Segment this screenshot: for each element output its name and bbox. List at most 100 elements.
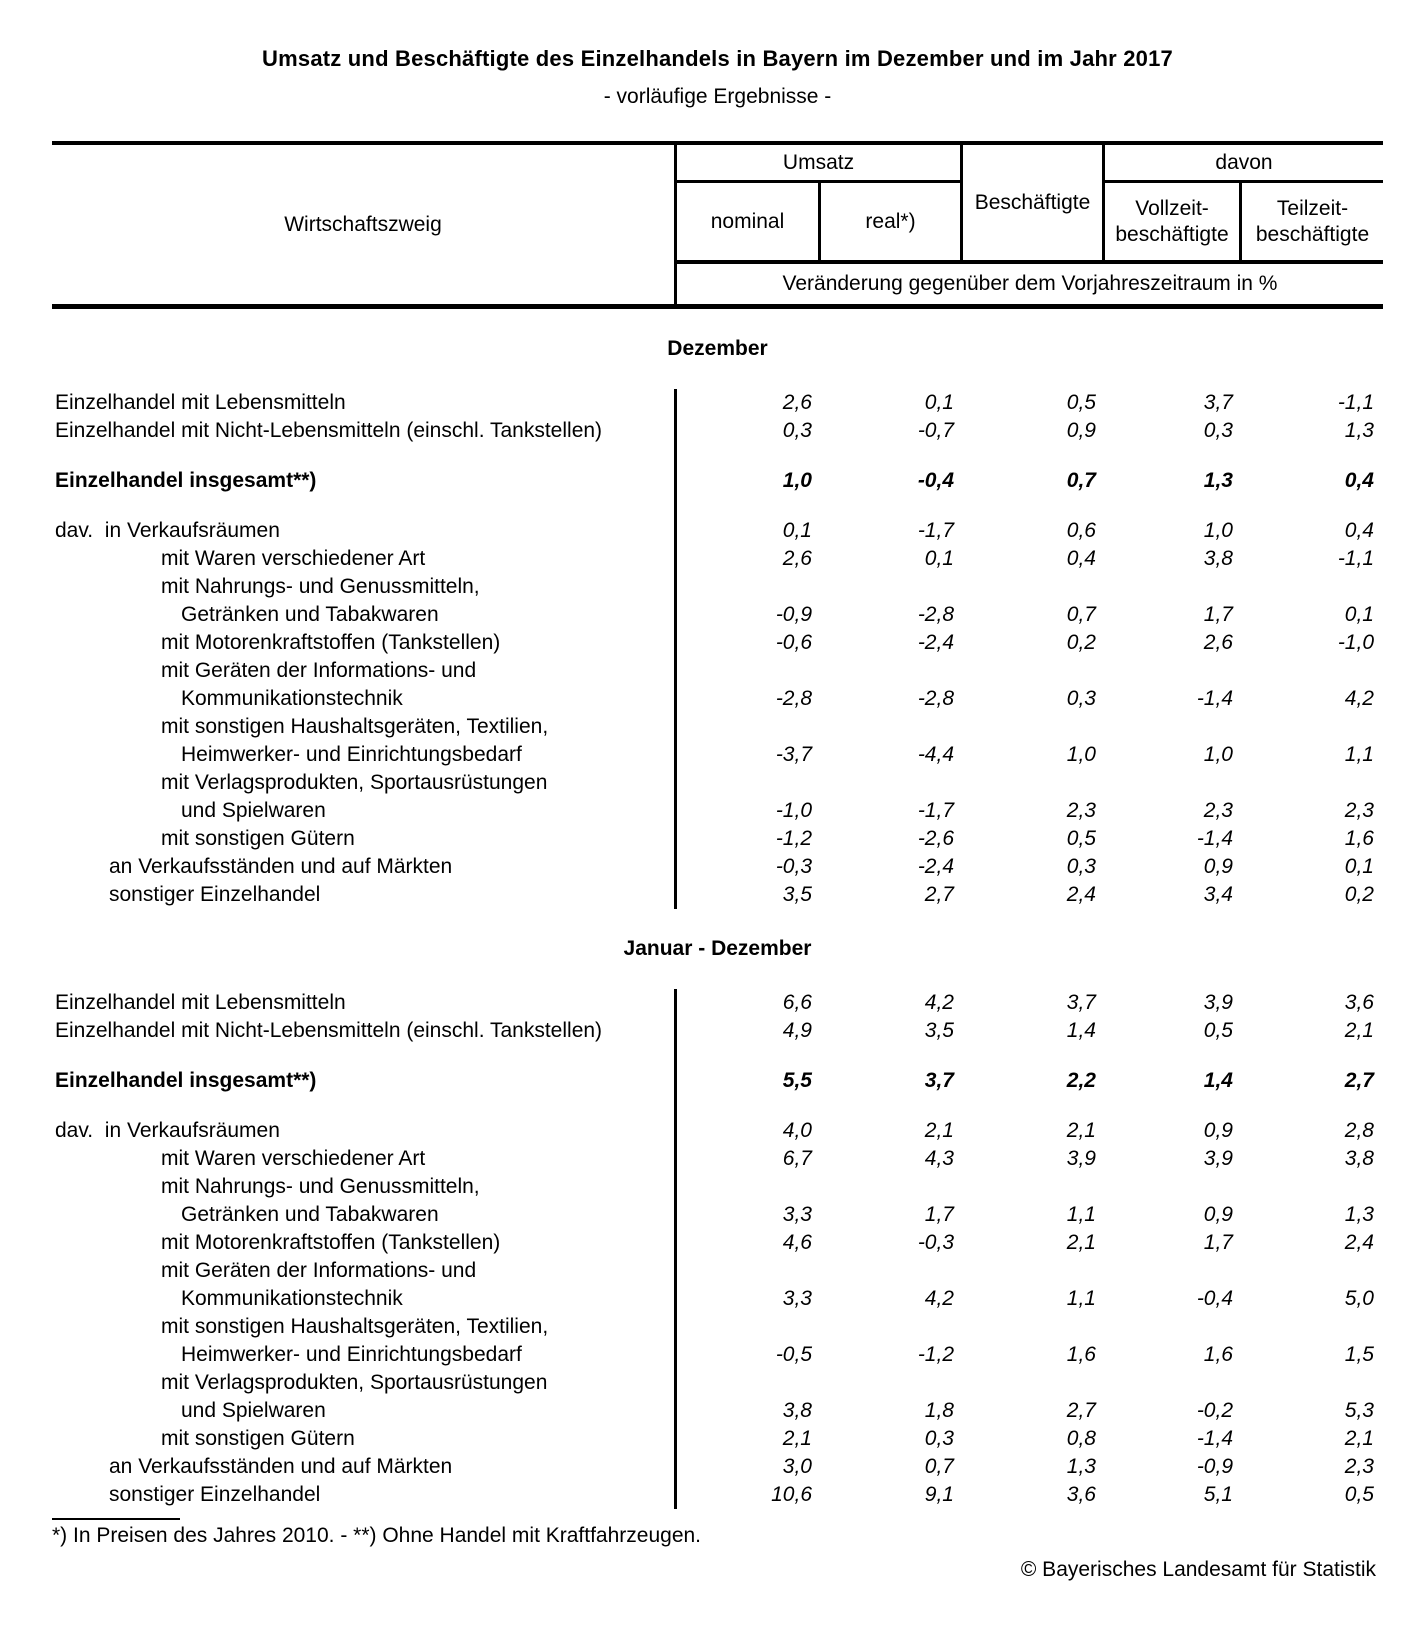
row-label: und Spielwaren — [52, 797, 677, 825]
value-cell: 2,4 — [1344, 1231, 1374, 1254]
value-cell: 4,0 — [782, 1119, 812, 1142]
value-cell — [1105, 1257, 1242, 1285]
value-cell — [821, 573, 963, 601]
table-row: Einzelhandel mit Lebensmitteln 2,6 0,1 0,5 3… — [52, 389, 1383, 417]
value-cell: -0,9 — [1196, 1455, 1233, 1478]
value-cell: 1,4 — [1203, 1069, 1233, 1092]
value-cell — [821, 713, 963, 741]
value-cell — [821, 769, 963, 797]
teilzeit-line1: Teilzeit- — [1276, 196, 1349, 220]
value-cell — [677, 1369, 821, 1397]
value-cell: 0,3 — [1066, 855, 1096, 878]
value-cell: 3,4 — [1203, 883, 1233, 906]
value-cell: 0,7 — [1066, 603, 1096, 626]
value-cell: 4,3 — [924, 1147, 954, 1170]
value-cell: 1,1 — [1066, 1203, 1096, 1226]
value-cell: 0,1 — [924, 547, 954, 570]
footnote-separator — [52, 1518, 180, 1520]
value-cell: 1,7 — [1203, 603, 1233, 626]
value-cell: 1,6 — [1344, 827, 1374, 850]
column-header-real: real*) — [821, 183, 963, 260]
value-cell: 4,6 — [782, 1231, 812, 1254]
value-cell — [1105, 1095, 1242, 1117]
table-row: mit Waren verschiedener Art 6,7 4,3 3,9 3,9 3… — [52, 1145, 1383, 1173]
value-cell: 2,2 — [1066, 1069, 1096, 1092]
row-label: mit sonstigen Gütern — [52, 1425, 677, 1453]
value-cell: -0,4 — [917, 469, 954, 492]
value-cell: 0,1 — [782, 519, 812, 542]
table-row: Einzelhandel mit Nicht-Lebensmitteln (ei… — [52, 417, 1383, 445]
value-cell: 2,7 — [924, 883, 954, 906]
spacer-row — [52, 1045, 1383, 1067]
document-content: Umsatz und Beschäftigte des Einzelhandel… — [52, 46, 1383, 1582]
row-label: mit sonstigen Gütern — [52, 825, 677, 853]
row-label: mit Motorenkraftstoffen (Tankstellen) — [52, 629, 677, 657]
value-cell: -0,2 — [1196, 1399, 1233, 1422]
value-cell: 9,1 — [924, 1483, 954, 1506]
row-label: an Verkaufsständen und auf Märkten — [52, 1453, 677, 1481]
value-cell — [677, 1173, 821, 1201]
value-cell: 0,1 — [1344, 855, 1374, 878]
column-header-teilzeit: Teilzeit- beschäftigte — [1242, 183, 1383, 260]
value-cell: 4,2 — [924, 1287, 954, 1310]
value-cell: -1,2 — [775, 827, 812, 850]
value-cell: 3,5 — [924, 1019, 954, 1042]
value-cell: -1,2 — [917, 1343, 954, 1366]
teilzeit-line2: beschäftigte — [1255, 222, 1370, 246]
row-label: und Spielwaren — [52, 1397, 677, 1425]
value-cell: 2,1 — [1344, 1427, 1374, 1450]
column-header-vollzeit: Vollzeit- beschäftigte — [1105, 183, 1242, 260]
spacer-row — [52, 445, 1383, 467]
value-cell: 1,6 — [1203, 1343, 1233, 1366]
value-cell: 3,9 — [1203, 1147, 1233, 1170]
value-cell: -1,0 — [1337, 631, 1374, 654]
value-cell: -0,5 — [775, 1343, 812, 1366]
value-cell — [963, 1369, 1105, 1397]
table-row: mit sonstigen Gütern -1,2 -2,6 0,5 -1,4 1,6 — [52, 825, 1383, 853]
table-row: Getränken und Tabakwaren -0,9 -2,8 0,7 1,7 0,… — [52, 601, 1383, 629]
value-cell — [677, 1095, 821, 1117]
value-cell: 6,7 — [782, 1147, 812, 1170]
value-cell: 1,3 — [1344, 419, 1374, 442]
value-cell — [821, 1095, 963, 1117]
table-row: mit Verlagsprodukten, Sportausrüstungen — [52, 769, 1383, 797]
document-page: Umsatz und Beschäftigte des Einzelhandel… — [0, 46, 1428, 1582]
column-header-nominal: nominal — [677, 183, 821, 260]
value-cell: -1,1 — [1337, 547, 1374, 570]
row-label: mit Geräten der Informations- und — [52, 657, 677, 685]
value-cell: -2,8 — [775, 687, 812, 710]
value-cell: 0,2 — [1344, 883, 1374, 906]
value-cell — [963, 713, 1105, 741]
value-cell: 3,9 — [1203, 991, 1233, 1014]
table-row: mit Waren verschiedener Art 2,6 0,1 0,4 3,8 -… — [52, 545, 1383, 573]
value-cell: 1,0 — [1066, 743, 1096, 766]
value-cell — [1242, 573, 1383, 601]
table-row: an Verkaufsständen und auf Märkten 3,0 0,7… — [52, 1453, 1383, 1481]
value-cell — [821, 657, 963, 685]
row-label: dav. in Verkaufsräumen — [52, 1117, 677, 1145]
value-cell: 0,9 — [1203, 1119, 1233, 1142]
table-row: mit Geräten der Informations- und — [52, 657, 1383, 685]
value-cell — [963, 573, 1105, 601]
value-cell — [677, 445, 821, 467]
value-cell: -1,1 — [1337, 391, 1374, 414]
table-row: dav. in Verkaufsräumen 0,1 -1,7 0,6 1,0 0,4 — [52, 517, 1383, 545]
value-cell — [1242, 1095, 1383, 1117]
table-row: Einzelhandel mit Nicht-Lebensmitteln (ei… — [52, 1017, 1383, 1045]
value-cell — [963, 657, 1105, 685]
table-row: Heimwerker- und Einrichtungsbedarf -3,7 -4… — [52, 741, 1383, 769]
value-cell: 2,6 — [782, 547, 812, 570]
value-cell: 5,0 — [1344, 1287, 1374, 1310]
value-cell — [963, 1045, 1105, 1067]
value-cell: -2,8 — [917, 603, 954, 626]
value-cell: 3,7 — [924, 1069, 954, 1092]
table-row: Getränken und Tabakwaren 3,3 1,7 1,1 0,9 1,3 — [52, 1201, 1383, 1229]
value-cell: 2,6 — [1203, 631, 1233, 654]
value-cell: -0,7 — [917, 419, 954, 442]
spacer-row — [52, 1095, 1383, 1117]
table-row: sonstiger Einzelhandel 10,6 9,1 3,6 5,1 0,5 — [52, 1481, 1383, 1509]
value-cell: 5,3 — [1344, 1399, 1374, 1422]
value-cell — [677, 657, 821, 685]
value-cell — [963, 1095, 1105, 1117]
value-cell: 3,9 — [1066, 1147, 1096, 1170]
